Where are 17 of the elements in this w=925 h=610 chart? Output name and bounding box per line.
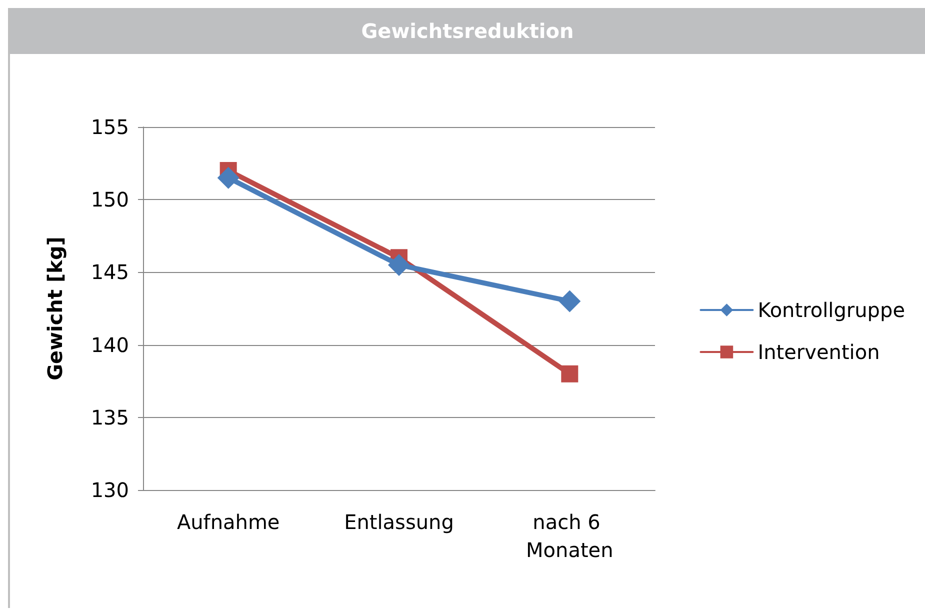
x-tick-label: nach 6 Monaten (526, 510, 614, 562)
y-tick-label: 130 (90, 478, 129, 502)
y-tick-label: 135 (90, 405, 129, 430)
point (388, 254, 410, 276)
point (217, 166, 240, 189)
point (558, 290, 581, 312)
legend-label: Intervention (758, 340, 880, 364)
y-axis-title: Gewicht [kg] (43, 236, 67, 380)
legend-label: Kontrollgruppe (758, 298, 905, 322)
x-tick-label: Aufnahme (176, 510, 280, 534)
point (561, 365, 578, 382)
y-tick-label: 145 (90, 260, 129, 284)
x-tick-label: Entlassung (344, 510, 454, 534)
y-tick-label: 155 (90, 115, 129, 139)
chart-title: Gewichtsreduktion (10, 8, 925, 54)
y-tick-label: 150 (90, 188, 129, 212)
y-tick-label: 140 (90, 332, 129, 357)
